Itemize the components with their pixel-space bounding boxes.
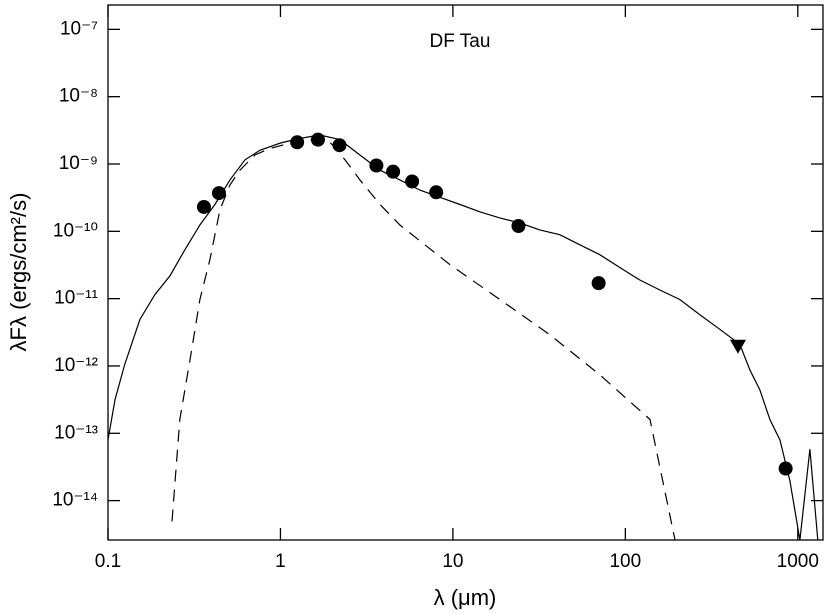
data-point [386,164,401,179]
x-tick-label: 0.1 [95,551,121,572]
y-tick-label: 10⁻⁹ [59,153,98,174]
data-point [196,199,211,214]
upper-limit [729,339,746,354]
data-point [778,461,793,476]
y-tick-label: 10⁻¹⁰ [53,220,98,241]
data-point [369,158,384,173]
data-point [429,185,444,200]
y-axis-label: λFλ (ergs/cm²/s) [6,193,31,352]
data-point [405,174,420,189]
data-point [211,186,226,201]
y-tick-label: 10⁻⁸ [59,86,98,107]
y-tick-label: 10⁻¹² [54,355,98,376]
x-tick-label: 1000 [777,551,819,572]
chart-title: DF Tau [430,31,491,52]
data-point [511,218,526,233]
y-tick-label: 10⁻¹⁴ [52,490,98,511]
y-tick-label: 10⁻⁷ [60,18,98,39]
data-point [290,135,305,150]
x-axis-label: λ (μm) [434,585,497,610]
data-point [332,138,347,153]
x-tick-label: 10 [442,551,463,572]
plot-frame [107,4,824,541]
x-tick-label: 100 [609,551,641,572]
data-point [310,132,325,147]
y-tick-label: 10⁻¹³ [54,422,98,443]
x-tick-label: 1 [275,551,286,572]
y-tick-label: 10⁻¹¹ [54,288,98,309]
model-line [107,134,819,541]
photosphere-line [171,138,676,541]
data-point [591,276,606,291]
